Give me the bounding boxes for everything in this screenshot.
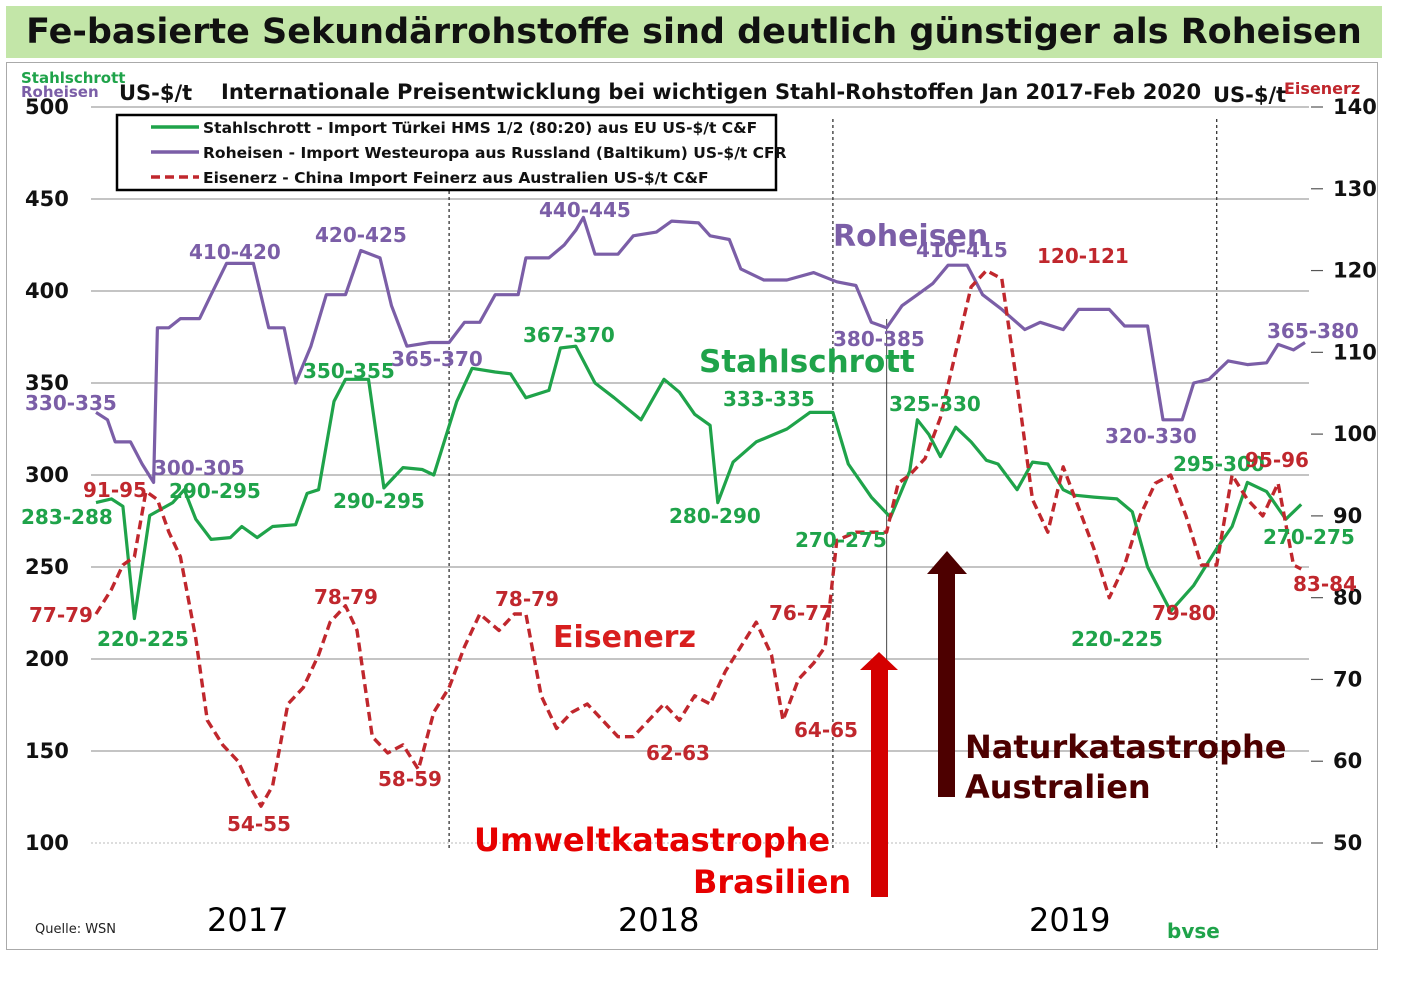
left-axis-series-tag: Stahlschrott (21, 69, 125, 87)
value-label: 367-370 (523, 323, 615, 347)
value-label: 280-290 (669, 504, 761, 528)
value-label: 365-380 (1267, 319, 1359, 343)
legend-box (115, 113, 778, 192)
left-axis-tick-label: 350 (25, 371, 69, 395)
right-axis-tick-label: 60 (1333, 749, 1362, 773)
right-axis-tick-label: 140 (1333, 95, 1377, 119)
value-label: 91-95 (83, 478, 147, 502)
value-label: 64-65 (794, 718, 858, 742)
value-label: 95-96 (1245, 448, 1309, 472)
value-label: 325-330 (889, 392, 981, 416)
chart-title: Internationale Preisentwicklung bei wich… (221, 80, 1201, 104)
left-axis-tick-label: 200 (25, 647, 69, 671)
right-axis-tick-label: 120 (1333, 259, 1377, 283)
year-label: 2018 (618, 901, 699, 939)
legend-entry: Roheisen - Import Westeuropa aus Russlan… (203, 144, 787, 162)
value-label: 290-295 (169, 479, 261, 503)
value-label: 380-385 (833, 327, 925, 351)
value-label: 79-80 (1152, 601, 1216, 625)
value-label: 300-305 (153, 456, 245, 480)
brand-label: bvse (1167, 919, 1220, 943)
right-axis-tick-label: 130 (1333, 177, 1377, 201)
right-axis-tick-label: 70 (1333, 667, 1362, 691)
left-axis-unit: US-$/t (119, 81, 192, 105)
value-label: 220-225 (97, 627, 189, 651)
legend-entry: Eisenerz - China Import Feinerz aus Aust… (203, 169, 709, 187)
legend-entry: Stahlschrott - Import Türkei HMS 1/2 (80… (203, 119, 757, 137)
value-label: 83-84 (1293, 572, 1357, 596)
left-axis-tick-label: 250 (25, 555, 69, 579)
value-label: 365-370 (391, 347, 483, 371)
value-label: 220-225 (1071, 627, 1163, 651)
value-label: 350-355 (303, 359, 395, 383)
value-label: 78-79 (495, 587, 559, 611)
left-axis-series-tag: Roheisen (21, 83, 99, 101)
series-label-roheisen: Roheisen (833, 219, 988, 254)
value-label: 333-335 (723, 387, 815, 411)
value-label: 283-288 (21, 505, 113, 529)
value-label: 410-415 (916, 238, 1008, 262)
value-label: 77-79 (29, 603, 93, 627)
right-axis-tick-label: 80 (1333, 586, 1362, 610)
right-axis-unit: US-$/t (1213, 83, 1286, 107)
chart-frame: 100 150 200 250 300 350 400 450 500 50 60 70 80 90 100… (6, 62, 1378, 950)
source-note: Quelle: WSN (35, 922, 116, 937)
right-axis-tick-label: 100 (1333, 422, 1377, 446)
value-label: 440-445 (539, 198, 631, 222)
value-label: 290-295 (333, 489, 425, 513)
left-axis-tick-label: 100 (25, 831, 69, 855)
event-arrow-head (927, 551, 967, 574)
series-line-stahlschrott (95, 344, 1303, 621)
event-arrow-shaft (938, 573, 955, 797)
series-label-eisenerz: Eisenerz (553, 620, 696, 655)
year-label: 2017 (207, 901, 288, 939)
event-label: Brasilien (693, 863, 851, 901)
price-chart: 100 150 200 250 300 350 400 450 500 50 60 70 80 90 100… (21, 69, 1377, 943)
value-label: 420-425 (315, 223, 407, 247)
value-label: 54-55 (227, 812, 291, 836)
left-axis-tick-label: 450 (25, 187, 69, 211)
event-label: Naturkatastrophe (965, 728, 1287, 766)
value-label: 270-275 (795, 528, 887, 552)
left-axis-tick-label: 400 (25, 279, 69, 303)
value-label: 58-59 (378, 767, 442, 791)
left-axis-tick-label: 300 (25, 463, 69, 487)
value-label: 295-300 (1173, 452, 1265, 476)
event-label: Australien (965, 768, 1151, 806)
left-axis-tick-label: 150 (25, 739, 69, 763)
event-arrow-shaft (871, 669, 888, 897)
value-label: 120-121 (1037, 244, 1129, 268)
title-banner: Fe-basierte Sekundärrohstoffe sind deutl… (6, 6, 1382, 58)
value-label: 330-335 (25, 391, 117, 415)
value-label: 270-275 (1263, 525, 1355, 549)
value-label: 62-63 (646, 741, 710, 765)
value-label: 410-420 (189, 240, 281, 264)
left-axis-tick-label: 500 (25, 95, 69, 119)
right-axis-tick-label: 90 (1333, 504, 1362, 528)
value-label: 76-77 (769, 601, 833, 625)
event-label: Umweltkatastrophe (474, 821, 830, 859)
series-line-eisenerz (94, 268, 1302, 808)
event-arrow-head (860, 652, 898, 670)
value-label: 320-330 (1105, 424, 1197, 448)
year-label: 2019 (1029, 901, 1110, 939)
value-label: 78-79 (314, 585, 378, 609)
page-title: Fe-basierte Sekundärrohstoffe sind deutl… (26, 12, 1362, 52)
right-axis-tick-label: 110 (1333, 340, 1377, 364)
right-axis-tick-label: 50 (1333, 831, 1362, 855)
right-axis-series-tag: Eisenerz (1284, 79, 1360, 98)
series-line-roheisen (95, 215, 1306, 484)
series-label-stahlschrott: Stahlschrott (699, 344, 915, 380)
